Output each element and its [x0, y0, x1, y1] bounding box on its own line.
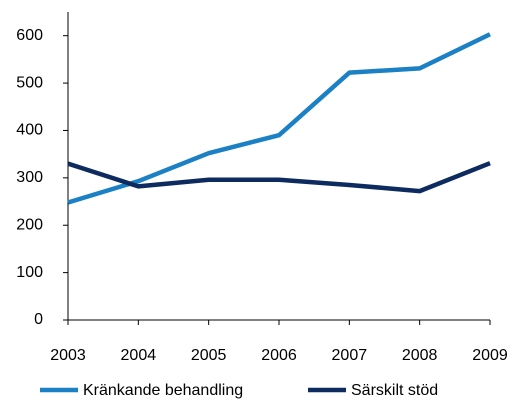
- x-tick-label: 2009: [472, 347, 508, 364]
- y-tick-label: 400: [16, 122, 43, 139]
- x-tick-label: 2003: [50, 347, 86, 364]
- x-tick-label: 2008: [402, 347, 438, 364]
- x-tick-label: 2006: [261, 347, 297, 364]
- legend-label: Särskilt stöd: [351, 382, 438, 399]
- x-tick-label: 2007: [332, 347, 368, 364]
- y-tick-label: 600: [16, 27, 43, 44]
- y-tick-label: 500: [16, 74, 43, 91]
- series-line: [67, 161, 491, 194]
- y-tick-label: 100: [16, 264, 43, 281]
- y-tick-label: 300: [16, 169, 43, 186]
- legend-label: Kränkande behandling: [83, 382, 243, 399]
- x-tick-label: 2004: [121, 347, 157, 364]
- y-tick-label: 0: [34, 311, 43, 328]
- series-line: [67, 32, 491, 205]
- x-tick-label: 2005: [191, 347, 227, 364]
- y-tick-label: 200: [16, 216, 43, 233]
